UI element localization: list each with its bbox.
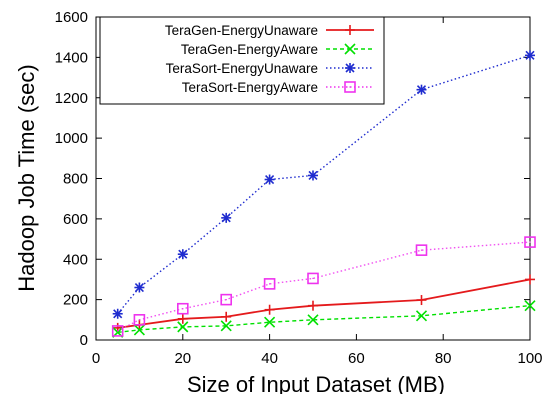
- x-tick-label: 0: [92, 350, 100, 367]
- x-tick-label: 40: [261, 350, 278, 367]
- series-0-line: [117, 278, 531, 329]
- y-tick-label: 1400: [55, 49, 88, 66]
- legend-3-marker: [344, 81, 356, 93]
- y-axis-title: Hadoop Job Time (sec): [14, 64, 39, 291]
- series-2-marker: [264, 174, 275, 185]
- series-2-marker: [177, 249, 188, 260]
- series-2-marker: [416, 84, 427, 95]
- series-0-marker: [264, 304, 275, 315]
- series-2-marker: [525, 50, 535, 61]
- y-tick-label: 0: [80, 332, 88, 349]
- x-axis-title: Size of Input Dataset (MB): [187, 372, 445, 394]
- series-3-marker: [307, 272, 319, 285]
- series-0-marker: [416, 295, 427, 306]
- axis-ticks: 0 20 40 60 80 1000200400600800100012001400160…: [55, 9, 543, 367]
- series-0-marker: [308, 300, 318, 311]
- series-1-marker: [307, 314, 319, 326]
- series-1-marker: [524, 300, 536, 312]
- series-1-marker: [264, 316, 276, 328]
- y-tick-label: 1000: [55, 130, 88, 147]
- y-tick-label: 1600: [55, 9, 88, 26]
- legend-0-marker: [345, 25, 355, 35]
- x-tick-label: 20: [174, 350, 191, 367]
- y-tick-label: 800: [63, 171, 88, 188]
- series-0-marker: [221, 311, 232, 322]
- series-3-marker: [111, 325, 124, 337]
- legend-2-marker: [345, 63, 355, 73]
- legend-box: [99, 16, 385, 105]
- series-3-marker: [524, 236, 536, 248]
- series-2-marker: [134, 282, 145, 293]
- x-tick-label: 100: [517, 350, 542, 367]
- series-3-marker: [263, 278, 276, 290]
- series-3-marker: [133, 314, 146, 326]
- series-3-marker: [220, 293, 232, 306]
- legend: TeraGen-EnergyUnaware TeraGen-EnergyAware…: [99, 16, 385, 105]
- series-1-line: [117, 304, 531, 334]
- legend-1-marker: [344, 43, 356, 55]
- series-0-marker: [525, 274, 535, 285]
- series-1-marker: [133, 324, 145, 336]
- legend-label-2: TeraSort-EnergyUnaware: [166, 61, 318, 76]
- y-tick-label: 600: [63, 211, 88, 228]
- series-2-marker: [308, 170, 318, 181]
- x-tick-label: 80: [435, 350, 452, 367]
- series-1-marker: [415, 310, 428, 322]
- legend-label-1: TeraGen-EnergyAware: [181, 42, 318, 57]
- series-3-marker: [177, 302, 189, 315]
- series-2-marker: [112, 308, 123, 319]
- y-tick-label: 200: [63, 292, 88, 309]
- y-tick-label: 400: [63, 251, 88, 268]
- legend-label-3: TeraSort-EnergyAware: [182, 80, 318, 95]
- x-tick-label: 60: [348, 350, 365, 367]
- series-3-line: [117, 241, 531, 332]
- series-layer: [111, 50, 536, 338]
- series-0-marker: [177, 313, 188, 324]
- series-2-marker: [221, 212, 232, 223]
- series-3-marker: [415, 244, 428, 256]
- series-1-marker: [177, 321, 189, 333]
- legend-label-0: TeraGen-EnergyUnaware: [165, 23, 318, 38]
- y-tick-label: 1200: [55, 90, 88, 107]
- series-1-marker: [220, 320, 232, 332]
